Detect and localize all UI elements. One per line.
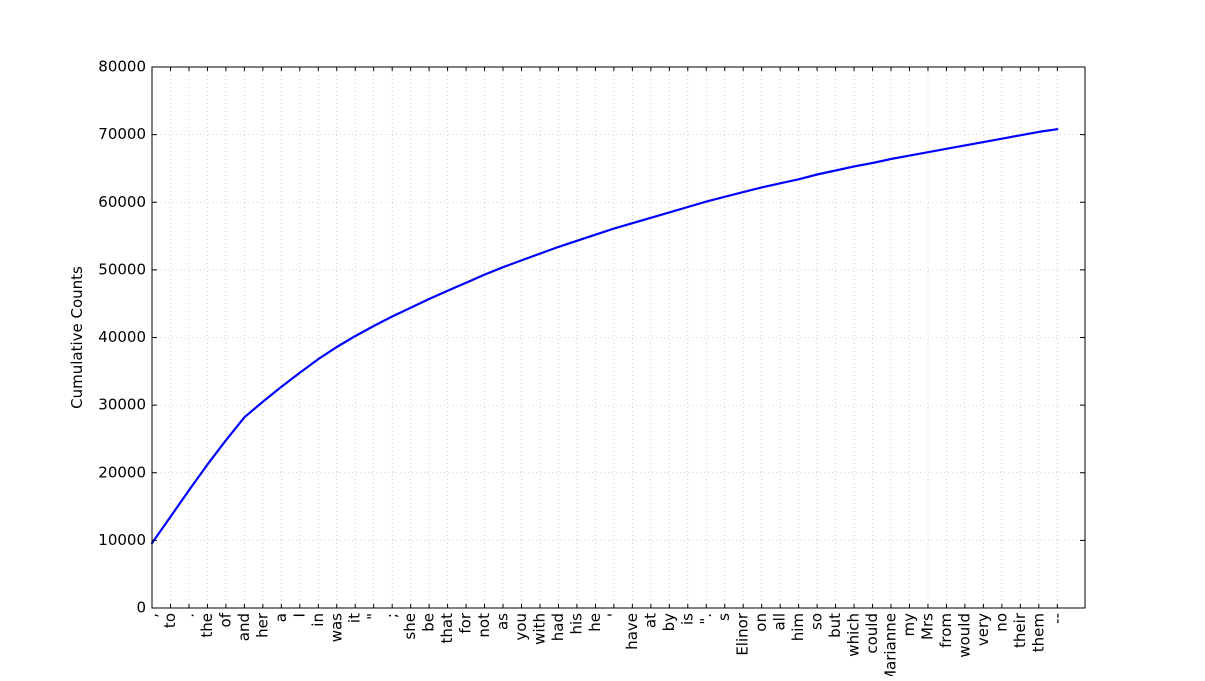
x-tick-label: for [457, 612, 475, 633]
x-tick-label: my [900, 613, 918, 637]
y-tick-label: 50000 [98, 260, 146, 278]
x-tick-label: with [530, 613, 548, 645]
y-tick-label: 30000 [98, 396, 146, 414]
x-tick-label: Elinor [734, 612, 752, 655]
x-tick-label: would [955, 613, 973, 658]
x-tick-label: she [401, 613, 419, 640]
x-tick-label: you [512, 613, 530, 641]
x-tick-label: -- [1048, 613, 1066, 624]
x-tick-label: her [253, 612, 271, 638]
y-axis-label: Cumulative Counts [68, 266, 86, 409]
x-tick-label: at [641, 613, 659, 628]
x-tick-label: of [216, 612, 234, 627]
series-line [150, 128, 1059, 545]
y-tick-label: 0 [136, 599, 146, 617]
x-tick-label: ' [604, 613, 622, 617]
x-tick-label: his [567, 613, 585, 635]
x-tick-label: could [863, 613, 881, 654]
x-tick-label: ". [697, 613, 715, 625]
x-tick-label: I [290, 613, 308, 617]
x-tick-label: Marianne [882, 613, 900, 676]
y-tick-label: 10000 [98, 531, 146, 549]
x-tick-label: ; [383, 613, 401, 618]
line-layer [150, 128, 1059, 545]
x-tick-label: and [235, 613, 253, 641]
x-tick-label: all [771, 613, 789, 631]
x-tick-label: s [715, 613, 733, 621]
x-tick-label: . [179, 613, 197, 618]
x-tick-label: a [272, 613, 290, 622]
x-tick-label: the [198, 613, 216, 638]
x-tick-label: had [549, 613, 567, 641]
x-tick-label: that [438, 613, 456, 644]
x-tick-label: he [586, 613, 604, 632]
x-tick-label: be [420, 613, 438, 632]
x-tick-label: no [992, 613, 1010, 632]
x-tick-label: not [475, 613, 493, 638]
x-tick-label: very [974, 613, 992, 646]
x-tick-label: from [937, 613, 955, 648]
x-tick-label: to [161, 613, 179, 628]
x-tick-label: Mrs [918, 613, 936, 640]
x-tick-label: on [752, 613, 770, 632]
x-tick-label: by [660, 613, 678, 632]
y-tick-label: 60000 [98, 193, 146, 211]
x-tick-label: , [143, 613, 161, 618]
x-tick-label: was [327, 613, 345, 642]
x-tick-label: have [623, 613, 641, 650]
x-tick-label: which [845, 613, 863, 657]
x-tick-label: their [1011, 612, 1029, 648]
x-tick-label: but [826, 613, 844, 638]
x-tick-label: it [346, 613, 364, 623]
x-tick-label: him [789, 613, 807, 641]
x-tick-label: so [808, 613, 826, 630]
x-tick-label: in [309, 613, 327, 627]
y-tick-label: 20000 [98, 463, 146, 481]
y-tick-label: 70000 [98, 125, 146, 143]
y-tick-label: 80000 [98, 58, 146, 76]
x-tick-label: " [364, 613, 382, 620]
x-tick-label: them [1029, 613, 1047, 652]
x-tick-label: as [494, 613, 512, 630]
y-tick-label: 40000 [98, 328, 146, 346]
x-tick-label: is [678, 613, 696, 625]
